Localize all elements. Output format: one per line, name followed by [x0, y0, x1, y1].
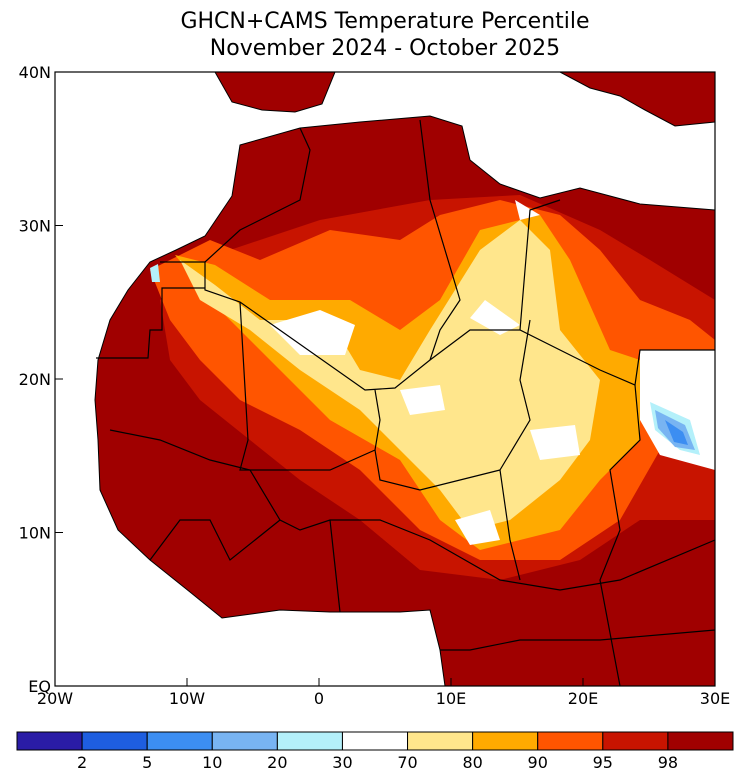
y-tick-label: 30N: [19, 217, 51, 236]
colorbar-label: 80: [462, 753, 482, 772]
x-tick-label: 10W: [169, 689, 205, 708]
colorbar-label: 5: [142, 753, 152, 772]
map-area: [54, 71, 716, 687]
colorbar-swatch: [211, 731, 278, 751]
colorbar-label: 95: [593, 753, 613, 772]
colorbar-label: 30: [332, 753, 352, 772]
colorbar-label: 20: [267, 753, 287, 772]
colorbar-swatch: [407, 731, 474, 751]
colorbar-label: 70: [397, 753, 417, 772]
x-tick-label: 0: [314, 689, 324, 708]
colorbar-swatch: [81, 731, 148, 751]
x-tick-label: 20W: [37, 689, 73, 708]
colorbar-swatch: [16, 731, 83, 751]
axes: 20W 10W 0 10E 20E 30E EQ 10N 20N 30N 40N: [19, 63, 731, 708]
land-europe: [214, 72, 715, 127]
colorbar: 2 5 10 20 30 70 80 90 95 98: [16, 731, 734, 772]
y-tick-label: 20N: [19, 370, 51, 389]
colorbar-label: 10: [202, 753, 222, 772]
title-line: November 2024 - October 2025: [210, 36, 560, 61]
colorbar-swatch: [276, 731, 343, 751]
country-borders: [96, 119, 715, 686]
colorbar-label: 90: [528, 753, 548, 772]
y-tick-label: EQ: [28, 677, 51, 696]
x-tick-label: 10E: [436, 689, 466, 708]
colorbar-label: 2: [77, 753, 87, 772]
colorbar-swatch: [341, 731, 409, 751]
title-line: GHCN+CAMS Temperature Percentile: [180, 9, 589, 34]
colorbar-swatch: [537, 731, 604, 751]
colorbar-swatch: [472, 731, 539, 751]
region-10: [665, 420, 688, 445]
colorbar-swatch: [667, 731, 734, 751]
colorbar-swatch: [602, 731, 669, 751]
y-tick-label: 10N: [19, 524, 51, 543]
x-tick-label: 20E: [568, 689, 598, 708]
y-tick-label: 40N: [19, 63, 51, 82]
x-tick-label: 30E: [700, 689, 730, 708]
colorbar-label: 98: [658, 753, 678, 772]
colorbar-swatch: [146, 731, 213, 751]
region-80: [180, 220, 600, 530]
